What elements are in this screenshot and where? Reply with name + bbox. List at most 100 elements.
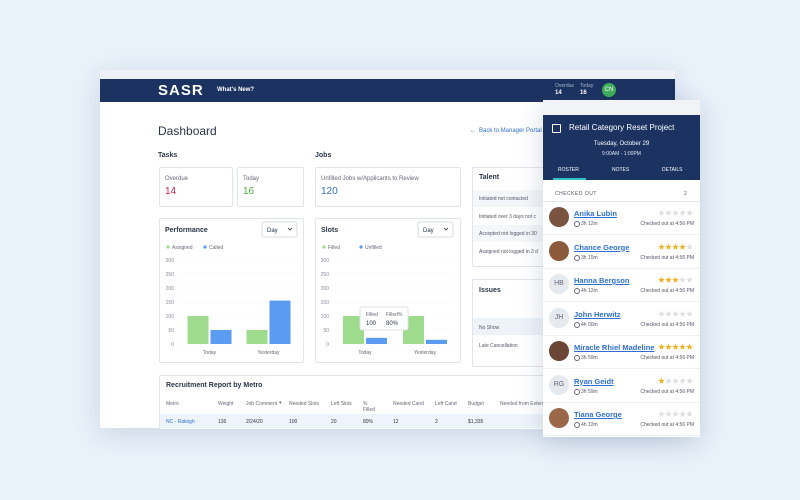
task-card[interactable] xyxy=(237,167,304,207)
avatar xyxy=(549,341,569,361)
person-name[interactable]: Ryan Geidt xyxy=(574,376,614,386)
legend-label: Filled xyxy=(328,245,340,251)
legend-label: Unfilled xyxy=(365,245,382,251)
cell[interactable]: NC - Raleigh xyxy=(166,419,195,425)
clock-icon xyxy=(574,288,580,294)
star xyxy=(672,377,679,384)
clock-icon xyxy=(574,422,580,428)
divider xyxy=(543,234,700,235)
jobs-card[interactable] xyxy=(315,167,461,207)
cell: 100 xyxy=(289,419,298,425)
column-header[interactable]: Left Cand xyxy=(435,401,457,407)
column-header[interactable]: Needed Cand xyxy=(393,401,424,407)
issue-row-bg xyxy=(473,336,563,353)
y-tick-label: 0 xyxy=(326,342,329,348)
column-header[interactable]: Metro xyxy=(166,401,179,407)
column-header[interactable]: Needed Slots xyxy=(289,401,320,407)
duration: 4h 12m xyxy=(581,288,598,294)
column-header[interactable]: Budget xyxy=(468,401,484,407)
person-name[interactable]: Tiana George xyxy=(574,410,622,419)
legend-label: Assigned xyxy=(172,245,193,251)
person-name[interactable]: John Herwitz xyxy=(574,309,621,319)
star xyxy=(679,410,686,417)
report-panel: Recruitment Report by Metro Metro Weight Jo… xyxy=(159,375,581,429)
person-name[interactable]: Anika Lubin xyxy=(574,209,617,218)
star xyxy=(679,377,686,384)
rating xyxy=(658,310,693,317)
tab[interactable]: NOTES xyxy=(612,167,630,173)
tooltip-header: Filled xyxy=(366,312,378,318)
legend-dot xyxy=(203,245,207,249)
roster-panel: Retail Category Reset Project Tuesday, O… xyxy=(543,100,700,437)
duration: 4h 00m xyxy=(581,321,598,328)
row-bg xyxy=(160,414,580,428)
app-header xyxy=(100,79,675,102)
rating-stars xyxy=(658,343,693,350)
y-tick-label: 250 xyxy=(166,272,175,278)
panel-title: Retail Category Reset Project xyxy=(569,123,675,132)
column-header[interactable]: Job Comment xyxy=(246,401,278,407)
rating-stars xyxy=(658,276,693,283)
avatar xyxy=(549,207,569,227)
y-tick-label: 0 xyxy=(171,342,174,348)
star xyxy=(665,209,672,216)
bar xyxy=(246,330,268,344)
duration: 3h 59m xyxy=(581,355,598,361)
y-tick-label: 100 xyxy=(166,314,175,320)
bar xyxy=(366,337,387,344)
legend-dot xyxy=(359,245,363,249)
bar xyxy=(269,300,291,344)
divider xyxy=(543,334,700,336)
clock-icon xyxy=(574,355,580,361)
star xyxy=(665,410,672,417)
clock-icon xyxy=(574,321,580,328)
y-tick-label: 50 xyxy=(323,328,329,334)
tab[interactable]: DETAILS xyxy=(662,167,683,173)
cell: 2 xyxy=(435,419,438,425)
star xyxy=(679,276,686,283)
rating xyxy=(658,410,693,417)
back-link[interactable]: Back to Manager Portal xyxy=(479,128,542,134)
avatar[interactable]: CN xyxy=(602,83,616,97)
jobs-label: Unfilled Jobs w/Applicants to Review xyxy=(321,176,419,182)
y-tick-label: 300 xyxy=(321,258,330,264)
tab[interactable]: ROSTER xyxy=(558,167,579,173)
column-header[interactable]: Left Slots xyxy=(331,401,352,407)
rating xyxy=(658,343,693,350)
rating xyxy=(658,276,693,283)
legend-dot xyxy=(166,245,170,249)
browser-bar xyxy=(100,70,675,79)
y-tick-label: 200 xyxy=(166,286,175,292)
column-header[interactable]: % Filled xyxy=(363,401,375,413)
y-tick-label: 300 xyxy=(166,258,175,264)
rating-stars xyxy=(658,377,693,384)
star xyxy=(658,209,665,216)
column-header[interactable]: Weight xyxy=(218,401,234,407)
nav-link[interactable]: What's New? xyxy=(217,87,255,93)
task-value: 16 xyxy=(243,186,255,197)
legend-label: Called xyxy=(209,245,223,251)
jobs-title: Jobs xyxy=(315,152,332,159)
person-name[interactable]: Hanna Bergson xyxy=(574,276,630,285)
section-count: 2 xyxy=(684,191,687,197)
star xyxy=(665,343,672,350)
divider xyxy=(543,301,700,302)
avatar: HB xyxy=(549,274,569,294)
cell: 2/24/20 xyxy=(246,419,263,425)
star xyxy=(672,209,679,216)
bar xyxy=(426,339,447,344)
clock-icon xyxy=(574,221,580,227)
y-tick-label: 150 xyxy=(321,300,330,306)
talent-row-bg xyxy=(473,242,563,260)
star xyxy=(686,343,693,350)
select xyxy=(417,221,454,238)
star xyxy=(679,243,686,250)
task-card[interactable] xyxy=(159,167,233,207)
tab-underline xyxy=(553,178,586,180)
bar xyxy=(187,316,209,344)
y-tick-label: 250 xyxy=(321,272,330,278)
y-tick-label: 100 xyxy=(321,314,330,320)
person-name[interactable]: Chance George xyxy=(574,242,630,252)
column-header[interactable]: Needed from External xyxy=(500,401,549,407)
person-name[interactable]: Miracle Rhiel Madeline xyxy=(574,343,655,352)
